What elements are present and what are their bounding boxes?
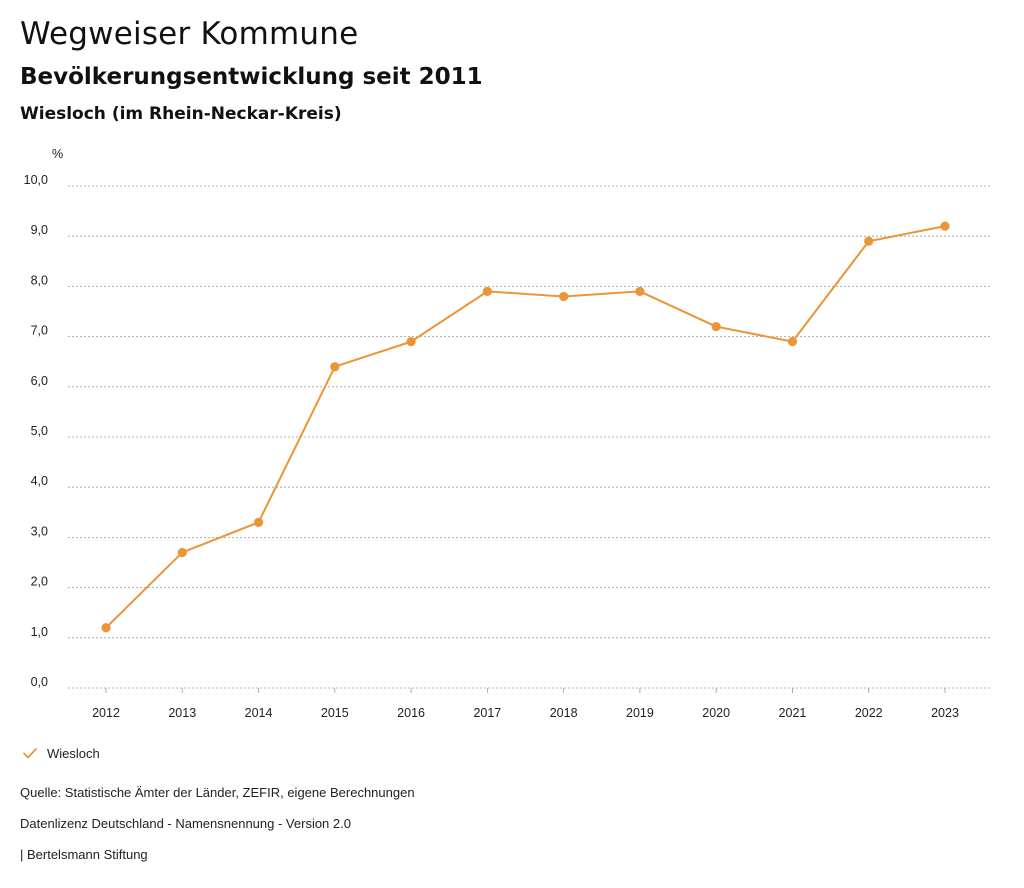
y-tick-label: 6,0 bbox=[31, 374, 48, 388]
y-tick-label: 1,0 bbox=[31, 625, 48, 639]
x-tick-label: 2015 bbox=[321, 706, 349, 720]
data-point bbox=[711, 321, 721, 332]
license-note: Datenlizenz Deutschland - Namensnennung … bbox=[20, 816, 351, 831]
data-point bbox=[635, 286, 645, 297]
chart-subtitle: Bevölkerungsentwicklung seit 2011 bbox=[20, 64, 483, 90]
x-tick-label: 2023 bbox=[931, 706, 959, 720]
data-point bbox=[253, 517, 264, 527]
publisher-link[interactable]: | Bertelsmann Stiftung bbox=[20, 847, 148, 862]
page-title: Wegweiser Kommune bbox=[20, 16, 359, 52]
y-axis-unit-label: % bbox=[52, 147, 63, 161]
x-tick-label: 2012 bbox=[92, 706, 120, 720]
y-tick-label: 0,0 bbox=[31, 675, 48, 689]
data-point bbox=[940, 221, 950, 231]
data-point bbox=[559, 291, 569, 302]
x-tick-label: 2020 bbox=[702, 706, 730, 720]
x-tick-label: 2022 bbox=[855, 706, 883, 720]
legend-item[interactable]: Wiesloch bbox=[22, 745, 100, 761]
x-tick-label: 2016 bbox=[397, 706, 425, 720]
source-note: Quelle: Statistische Ämter der Länder, Z… bbox=[20, 785, 415, 800]
line-chart: % 0,0 1,0 2,0 3,0 4,0 5,0 6,0 7,0 8,0 9,0 10,0 2012 2… bbox=[24, 147, 990, 720]
data-point bbox=[787, 337, 798, 347]
legend-label: Wiesloch bbox=[47, 745, 100, 761]
y-tick-label: 3,0 bbox=[31, 524, 48, 538]
x-tick-label: 2014 bbox=[245, 706, 273, 720]
y-tick-label: 9,0 bbox=[31, 223, 48, 237]
place-label: Wiesloch (im Rhein-Neckar-Kreis) bbox=[20, 104, 342, 124]
data-point bbox=[864, 236, 874, 246]
series-line-wiesloch bbox=[105, 225, 946, 629]
data-point bbox=[177, 547, 187, 558]
data-point bbox=[330, 362, 340, 372]
x-tick-label: 2018 bbox=[550, 706, 578, 720]
data-point bbox=[482, 286, 492, 297]
y-tick-label: 2,0 bbox=[31, 575, 48, 589]
y-tick-label: 10,0 bbox=[24, 173, 48, 187]
y-tick-label: 7,0 bbox=[31, 324, 48, 338]
x-tick-label: 2013 bbox=[168, 706, 196, 720]
data-point bbox=[406, 337, 416, 347]
x-tick-label: 2019 bbox=[626, 706, 654, 720]
x-tick-label: 2021 bbox=[779, 706, 807, 720]
x-tick-label: 2017 bbox=[473, 706, 501, 720]
y-tick-label: 5,0 bbox=[31, 424, 48, 438]
y-tick-label: 8,0 bbox=[31, 273, 48, 287]
data-point bbox=[101, 623, 111, 633]
y-tick-label: 4,0 bbox=[31, 474, 48, 488]
check-icon bbox=[23, 748, 37, 759]
